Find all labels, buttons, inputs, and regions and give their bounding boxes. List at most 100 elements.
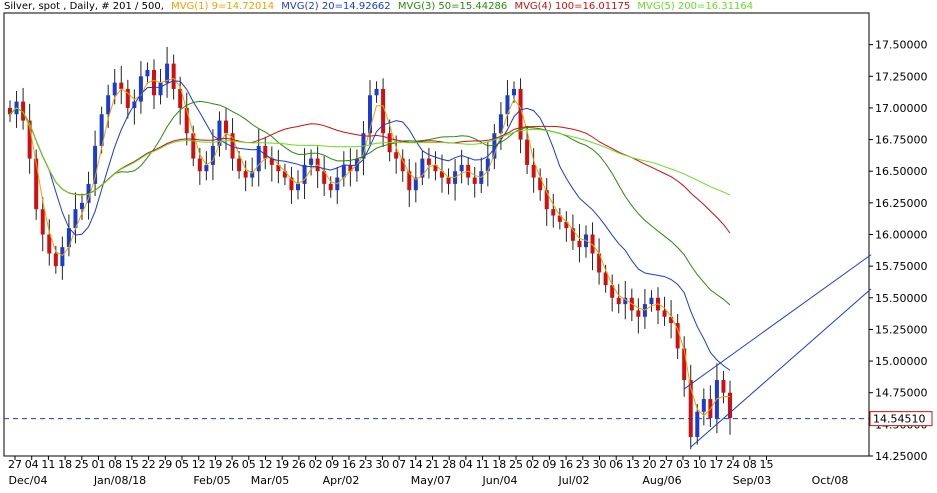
last-price-label: 14.54510 <box>873 413 926 426</box>
candle-body <box>210 145 215 165</box>
candle-body <box>80 202 84 210</box>
y-tick-label: 16.50000 <box>875 165 928 178</box>
x-month-label: Mar/05 <box>251 474 289 487</box>
x-day-label: 27 <box>659 458 673 471</box>
candle-body <box>145 69 150 77</box>
candle-body <box>282 171 287 178</box>
candle-body <box>8 107 12 115</box>
candle-body <box>525 139 530 165</box>
candle-body <box>119 82 124 89</box>
x-day-label: 13 <box>626 458 640 471</box>
x-day-label: 20 <box>643 458 657 471</box>
instrument-label: Silver, spot , Daily, # 201 / 500, <box>4 1 164 12</box>
candle-body <box>138 76 143 102</box>
x-day-label: 02 <box>526 458 540 471</box>
x-day-label: 15 <box>760 458 774 471</box>
candle-body <box>557 215 562 222</box>
trend-channel-lower <box>690 288 872 448</box>
x-day-label: 23 <box>359 458 373 471</box>
candle-body <box>682 348 687 381</box>
candle-body <box>538 177 543 191</box>
candle-body <box>381 88 386 134</box>
x-day-label: 16 <box>342 458 356 471</box>
candle-body <box>662 310 667 317</box>
candle-body <box>728 392 732 419</box>
x-day-label: 11 <box>476 458 490 471</box>
y-tick-label: 14.75000 <box>875 387 928 400</box>
candle-body <box>675 323 680 349</box>
candle-body <box>341 164 346 178</box>
candle-body <box>217 120 222 146</box>
candle-body <box>721 380 726 393</box>
moving-average-line <box>9 80 731 371</box>
candle-body <box>184 107 189 134</box>
candle-body <box>603 272 608 286</box>
x-day-label: 19 <box>275 458 289 471</box>
y-tick-label: 15.00000 <box>875 355 928 368</box>
candle-body <box>636 310 641 317</box>
candle-body <box>590 234 595 254</box>
legend-mvg2: MVG(2) 20=14.92662 <box>281 1 391 12</box>
x-day-label: 09 <box>325 458 339 471</box>
candle-body <box>407 171 412 191</box>
x-month-label: Jan/08/18 <box>93 474 146 487</box>
x-day-label: 07 <box>392 458 406 471</box>
candle-body <box>165 63 170 83</box>
x-day-label: 26 <box>225 458 239 471</box>
candle-body <box>413 177 418 191</box>
x-day-label: 08 <box>743 458 757 471</box>
candle-body <box>498 114 503 134</box>
y-tick-label: 15.75000 <box>875 260 928 273</box>
candle-body <box>695 411 700 438</box>
y-tick-label: 15.50000 <box>875 292 928 305</box>
candle-body <box>433 164 438 172</box>
candle-body <box>440 171 444 178</box>
candle-body <box>348 164 353 172</box>
x-month-label: Sep/03 <box>733 474 771 487</box>
candle-body <box>426 158 431 165</box>
x-day-label: 28 <box>442 458 456 471</box>
x-day-label: 08 <box>108 458 122 471</box>
candle-body <box>237 158 242 172</box>
y-tick-label: 16.00000 <box>875 229 928 242</box>
x-day-label: 03 <box>676 458 690 471</box>
candle-body <box>250 171 255 178</box>
candle-body <box>309 158 314 165</box>
x-day-label: 12 <box>259 458 273 471</box>
candle-body <box>394 152 399 159</box>
candle-body <box>505 95 510 115</box>
x-day-label: 16 <box>559 458 573 471</box>
x-day-label: 11 <box>41 458 55 471</box>
x-day-label: 18 <box>492 458 506 471</box>
candle-body <box>243 171 248 178</box>
candle-body <box>106 95 111 115</box>
y-tick-label: 16.75000 <box>875 134 928 147</box>
candle-body <box>197 158 202 172</box>
candle-body <box>564 221 569 229</box>
moving-average-line <box>9 100 731 306</box>
x-day-label: 26 <box>292 458 306 471</box>
y-tick-label: 17.00000 <box>875 102 928 115</box>
x-month-label: Jun/04 <box>482 474 518 487</box>
y-tick-label: 17.50000 <box>875 39 928 52</box>
candle-body <box>551 209 556 216</box>
candle-body <box>40 209 45 235</box>
legend-mvg4: MVG(4) 100=16.01175 <box>514 1 631 12</box>
candle-body <box>518 88 523 140</box>
x-month-label: Feb/05 <box>193 474 230 487</box>
candle-body <box>616 297 621 305</box>
x-day-label: 21 <box>426 458 440 471</box>
candle-body <box>191 133 196 159</box>
candle-body <box>204 164 209 172</box>
x-day-label: 23 <box>576 458 590 471</box>
candle-body <box>21 101 26 121</box>
y-tick-label: 14.25000 <box>875 450 928 463</box>
legend-mvg3: MVG(3) 50=15.44286 <box>397 1 508 12</box>
legend-mvg5: MVG(5) 200=16.31164 <box>637 1 754 12</box>
candle-body <box>152 69 156 96</box>
x-month-label: May/07 <box>411 474 451 487</box>
x-day-label: 25 <box>509 458 523 471</box>
candle-body <box>296 183 300 191</box>
candle-body <box>53 253 58 267</box>
